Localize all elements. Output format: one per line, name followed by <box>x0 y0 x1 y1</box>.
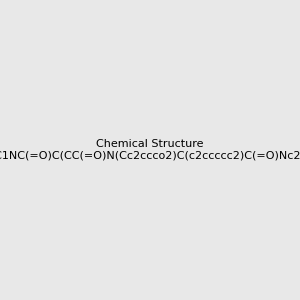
Text: Chemical Structure
O=C1NC(=O)C(CC(=O)N(Cc2ccco2)C(c2ccccc2)C(=O)Nc2cc...: Chemical Structure O=C1NC(=O)C(CC(=O)N(C… <box>0 139 300 161</box>
